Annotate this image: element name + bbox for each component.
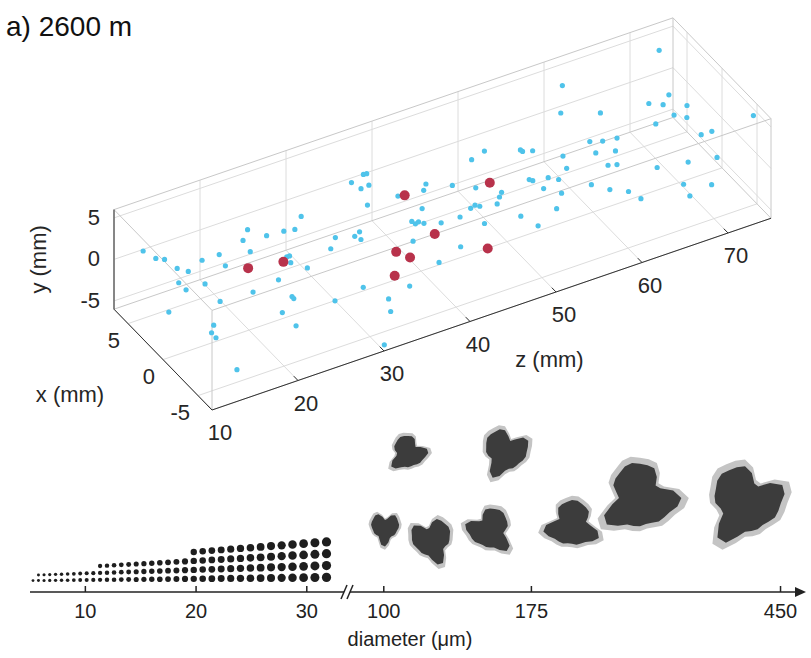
svg-text:175: 175 (515, 600, 548, 622)
svg-text:x (mm): x (mm) (36, 382, 104, 407)
svg-text:0: 0 (88, 246, 100, 271)
svg-text:20: 20 (294, 391, 318, 416)
svg-text:40: 40 (466, 332, 490, 357)
svg-text:5: 5 (108, 328, 120, 353)
svg-text:450: 450 (764, 600, 797, 622)
svg-text:20: 20 (185, 600, 207, 622)
svg-text:100: 100 (367, 600, 400, 622)
svg-text:30: 30 (380, 361, 404, 386)
svg-text:-5: -5 (80, 288, 100, 313)
svg-text:y (mm): y (mm) (26, 225, 51, 293)
svg-text:a) 2600 m: a) 2600 m (6, 11, 132, 42)
svg-text:0: 0 (143, 364, 155, 389)
svg-text:diameter (μm): diameter (μm) (348, 628, 473, 650)
svg-text:z (mm): z (mm) (515, 347, 583, 372)
svg-text:60: 60 (638, 273, 662, 298)
svg-text:10: 10 (208, 420, 232, 445)
svg-text:10: 10 (74, 600, 96, 622)
svg-text:5: 5 (88, 205, 100, 230)
svg-text:50: 50 (552, 302, 576, 327)
svg-text:30: 30 (296, 600, 318, 622)
svg-text:70: 70 (724, 243, 748, 268)
svg-text:-5: -5 (170, 400, 190, 425)
